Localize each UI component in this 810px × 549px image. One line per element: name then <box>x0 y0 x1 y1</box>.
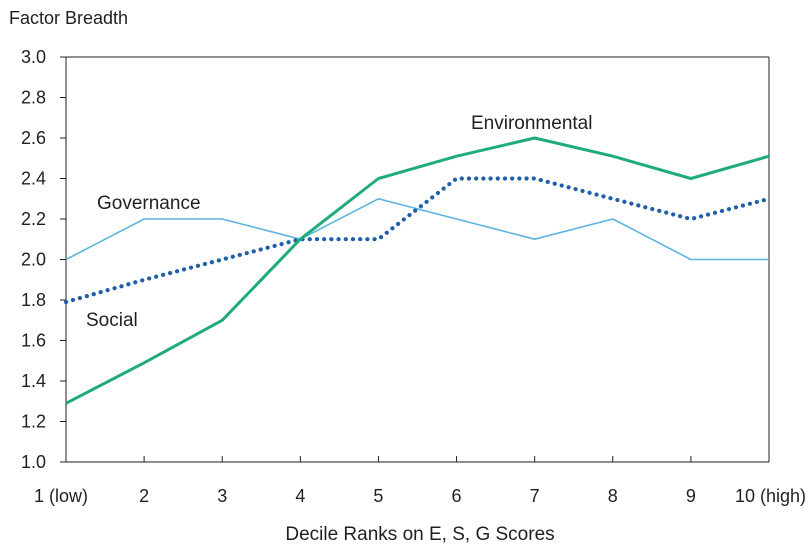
series-label-environmental: Environmental <box>471 113 592 134</box>
x-axis-ticks: 1 (low) 2 3 4 5 6 7 8 9 10 (high) <box>34 456 806 506</box>
series-label-governance: Governance <box>97 193 201 214</box>
x-tick-label: 10 (high) <box>735 486 806 506</box>
series-line-social <box>63 176 772 305</box>
chart-title: Factor Breadth <box>9 8 128 28</box>
y-tick-label: 2.0 <box>21 250 46 270</box>
y-tick-label: 1.0 <box>21 452 46 472</box>
x-tick-label: 6 <box>452 486 462 506</box>
x-axis-label: Decile Ranks on E, S, G Scores <box>285 524 554 545</box>
y-axis-ticks: 1.0 1.2 1.4 1.6 1.8 2.0 2.2 2.4 2.6 2.8 3.0 <box>21 47 66 472</box>
x-tick-label: 8 <box>608 486 618 506</box>
x-tick-label: 4 <box>295 486 305 506</box>
y-tick-label: 2.8 <box>21 88 46 108</box>
x-tick-label: 9 <box>686 486 696 506</box>
series-label-social: Social <box>86 310 138 331</box>
y-tick-label: 1.2 <box>21 412 46 432</box>
series-line-governance <box>65 198 769 261</box>
y-tick-label: 1.4 <box>21 371 46 391</box>
y-tick-label: 2.6 <box>21 128 46 148</box>
y-tick-label: 3.0 <box>21 47 46 67</box>
x-tick-label: 3 <box>217 486 227 506</box>
y-tick-label: 2.4 <box>21 169 46 189</box>
x-tick-label: 5 <box>373 486 383 506</box>
y-tick-label: 2.2 <box>21 209 46 229</box>
x-tick-label: 7 <box>530 486 540 506</box>
x-tick-label: 2 <box>139 486 149 506</box>
y-tick-label: 1.6 <box>21 331 46 351</box>
series-line-environmental <box>65 136 770 405</box>
x-tick-label: 1 (low) <box>34 486 88 506</box>
y-tick-label: 1.8 <box>21 290 46 310</box>
